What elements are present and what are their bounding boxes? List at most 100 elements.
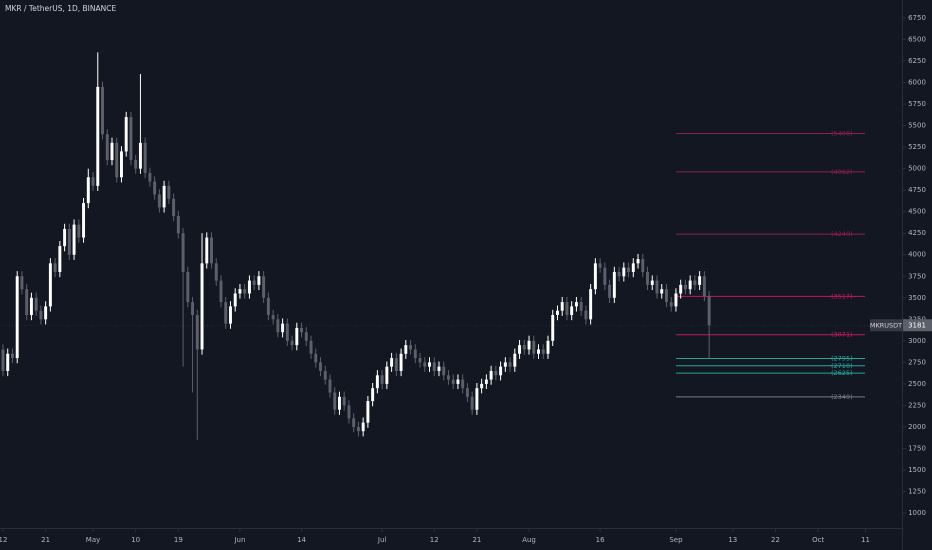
candle-body: [669, 302, 673, 307]
candle-body: [82, 203, 86, 238]
candle-body: [371, 388, 375, 402]
x-tick-label: Aug: [522, 536, 536, 544]
candle-body: [508, 362, 512, 367]
candle-body: [707, 296, 711, 326]
symbol-tag: [870, 319, 902, 332]
candle-body: [115, 142, 119, 178]
candle-body: [20, 276, 24, 290]
candle-body: [598, 263, 602, 268]
candle-body: [574, 302, 578, 307]
x-tick-label: 21: [472, 536, 481, 544]
candle-body: [276, 319, 280, 333]
candle-body: [418, 358, 422, 363]
candle-body: [290, 340, 294, 346]
candle-body: [518, 345, 522, 354]
y-tick-label: 6500: [908, 36, 926, 44]
y-tick-label: 4500: [908, 208, 926, 216]
x-tick-label: 14: [297, 536, 306, 544]
candle-body: [546, 340, 550, 354]
candle-body: [579, 302, 583, 311]
candle-body: [551, 315, 555, 341]
y-tick-label: 2000: [908, 423, 926, 431]
candle-body: [29, 297, 33, 316]
candle-body: [6, 353, 10, 371]
x-tick-label: May: [86, 536, 100, 544]
candle-body: [172, 198, 176, 217]
level-label: (4962): [831, 168, 853, 176]
candle-body: [698, 276, 702, 285]
candle-body: [375, 375, 379, 389]
candle-body: [532, 340, 536, 354]
candle-body: [119, 151, 123, 178]
candle-body: [366, 401, 370, 423]
y-tick-label: 4250: [908, 229, 926, 237]
y-tick-label: 3500: [908, 294, 926, 302]
candle-body: [603, 267, 607, 285]
candle-body: [314, 353, 318, 363]
candle-body: [210, 237, 213, 264]
candle-body: [423, 362, 427, 367]
candle-body: [309, 340, 313, 354]
candle-body: [394, 358, 398, 371]
candle-body: [25, 289, 29, 316]
candle-body: [77, 224, 81, 238]
y-tick-label: 3750: [908, 272, 926, 280]
candle-body: [646, 271, 649, 285]
candle-body: [101, 86, 104, 135]
candle-body: [1, 349, 5, 371]
candle-body: [385, 366, 389, 384]
candle-body: [96, 86, 100, 186]
candle-body: [195, 315, 199, 350]
candle-body: [328, 379, 332, 393]
candle-body: [124, 116, 128, 152]
candle-body: [138, 142, 142, 169]
candle-body: [157, 194, 161, 208]
candle-body: [451, 379, 455, 384]
x-tick-label: 12: [0, 536, 7, 544]
candle-body: [413, 349, 417, 359]
candle-body: [484, 379, 488, 384]
candle-body: [527, 340, 531, 350]
candle-body: [683, 284, 687, 290]
x-tick-label: 22: [771, 536, 780, 544]
candle-body: [337, 396, 341, 410]
x-tick-label: 12: [430, 536, 439, 544]
candle-body: [679, 284, 683, 294]
last-price-text: 3181: [908, 321, 926, 329]
candle-body: [91, 177, 95, 186]
candle-body: [342, 396, 346, 406]
level-label: (2349): [831, 393, 853, 401]
candle-body: [555, 310, 559, 316]
level-label: (3517): [831, 292, 853, 300]
candle-body: [584, 310, 588, 320]
candle-body: [664, 289, 668, 303]
candle-body: [247, 280, 251, 294]
y-tick-label: 5750: [908, 100, 926, 108]
candle-body: [191, 302, 195, 316]
candle-body: [134, 160, 138, 169]
candle-body: [570, 306, 574, 316]
candle-body: [214, 263, 218, 281]
candle-body: [262, 276, 266, 298]
candle-body: [153, 181, 157, 195]
candle-body: [537, 349, 540, 354]
candle-body: [399, 353, 403, 371]
candle-body: [86, 177, 90, 204]
y-tick-label: 5250: [908, 143, 926, 151]
y-tick-label: 6250: [908, 57, 926, 65]
candle-body: [456, 379, 460, 384]
candle-body: [499, 366, 503, 376]
candle-body: [162, 185, 166, 208]
y-tick-label: 2250: [908, 401, 926, 409]
y-tick-label: 2750: [908, 358, 926, 366]
level-label: (3071): [831, 331, 853, 339]
x-tick-label: 21: [41, 536, 50, 544]
last-price-tag: [903, 319, 932, 332]
candle-body: [560, 302, 564, 311]
candle-body: [432, 362, 436, 371]
candle-body: [110, 142, 114, 161]
candle-body: [233, 293, 237, 307]
x-tick-label: 13: [728, 536, 737, 544]
